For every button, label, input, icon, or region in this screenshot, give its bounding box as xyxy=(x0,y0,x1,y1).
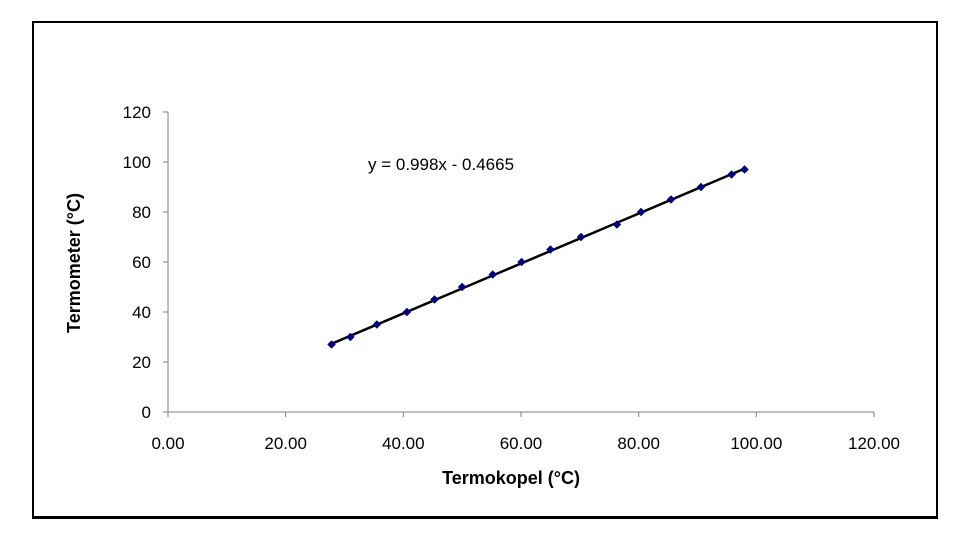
x-tick-label: 80.00 xyxy=(617,434,660,453)
data-point xyxy=(740,165,749,174)
data-points xyxy=(327,165,749,349)
y-tick-label: 100 xyxy=(123,153,151,172)
y-tick-label: 120 xyxy=(123,103,151,122)
y-tick-label: 80 xyxy=(132,203,151,222)
data-point xyxy=(546,245,555,254)
data-point xyxy=(696,182,706,192)
y-tick-label: 0 xyxy=(142,403,151,422)
data-point xyxy=(372,320,382,329)
data-point xyxy=(517,257,526,267)
trendline xyxy=(331,167,746,345)
data-point xyxy=(327,340,336,349)
data-point xyxy=(488,270,498,279)
data-point xyxy=(727,170,736,179)
y-tick-label: 40 xyxy=(132,303,151,322)
x-tick-label: 0.00 xyxy=(151,434,184,453)
data-point xyxy=(457,282,467,292)
y-ticks: 0 20 40 60 80 100 120 xyxy=(123,103,168,422)
data-point xyxy=(402,307,412,317)
data-point xyxy=(636,207,646,217)
x-ticks: 0.00 20.00 40.00 60.00 80.00 100.00 120.00 xyxy=(151,412,900,453)
data-point xyxy=(576,232,586,242)
x-tick-label: 60.00 xyxy=(500,434,543,453)
data-point xyxy=(430,295,439,304)
trendline-equation: y = 0.998x - 0.4665 xyxy=(368,155,514,174)
x-tick-label: 40.00 xyxy=(382,434,425,453)
y-tick-label: 60 xyxy=(132,253,151,272)
chart-frame xyxy=(32,21,938,519)
y-axis-title: Termometer (°C) xyxy=(64,193,84,333)
x-axis-title: Termokopel (°C) xyxy=(442,468,580,488)
data-point xyxy=(666,195,676,204)
data-point xyxy=(612,220,622,229)
data-point xyxy=(346,332,355,342)
y-tick-label: 20 xyxy=(132,353,151,372)
x-tick-label: 120.00 xyxy=(848,434,900,453)
x-tick-label: 100.00 xyxy=(730,434,782,453)
x-tick-label: 20.00 xyxy=(264,434,307,453)
